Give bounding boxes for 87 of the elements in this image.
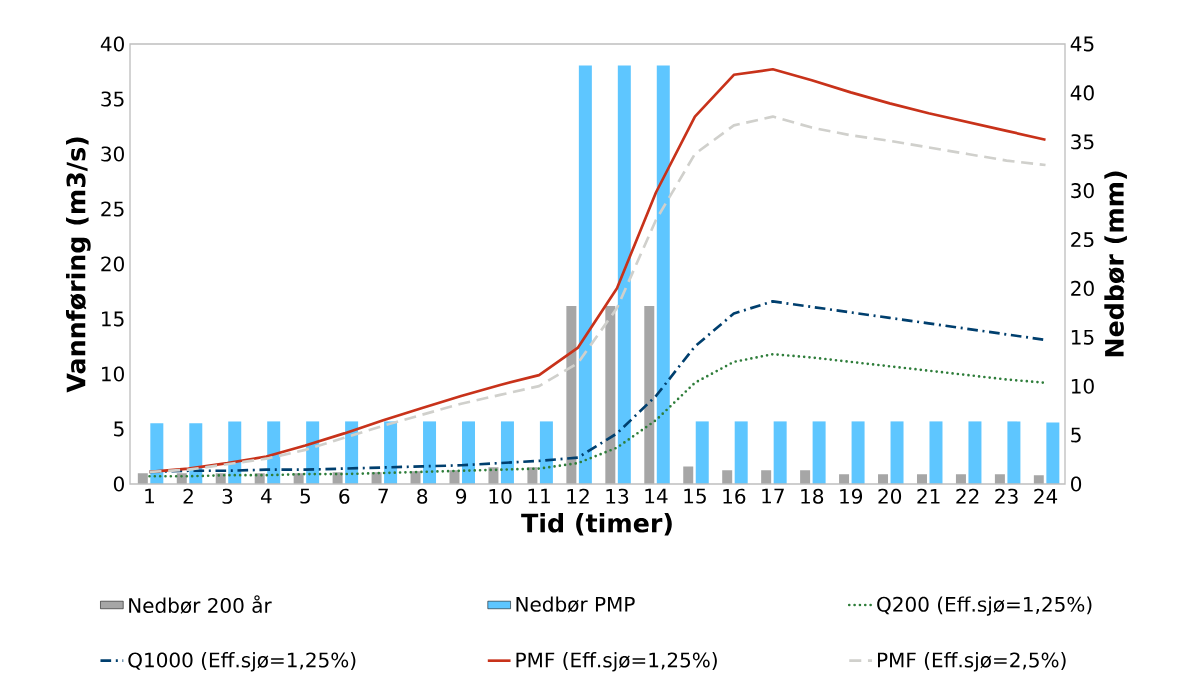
- bar: [656, 65, 670, 484]
- x-tick-label: 17: [762, 488, 784, 504]
- x-tick-label: 5: [300, 488, 310, 504]
- bar: [878, 474, 889, 484]
- y-tick-label: 35: [101, 91, 124, 107]
- y-tick-label: 5: [114, 421, 124, 437]
- bar: [1046, 422, 1060, 484]
- bar: [527, 467, 538, 484]
- bar: [228, 421, 242, 484]
- x-tick-label: 14: [645, 488, 668, 504]
- legend-label: Nedbør 200 år: [129, 595, 272, 614]
- y-tick-label: 0: [113, 476, 124, 492]
- y2-tick-label: 10: [1071, 378, 1094, 394]
- bar: [839, 474, 850, 484]
- x-tick-label: 15: [684, 488, 706, 504]
- bar: [384, 421, 398, 484]
- x-tick-label: 22: [956, 488, 979, 504]
- bar: [539, 421, 553, 484]
- bar: [773, 421, 787, 484]
- x-tick-label: 8: [417, 488, 428, 504]
- bar: [578, 65, 592, 484]
- y-tick-label: 25: [101, 201, 124, 217]
- y2-tick-label: 15: [1071, 329, 1094, 345]
- x-tick-label: 19: [840, 488, 863, 504]
- x-tick-label: 12: [567, 488, 589, 504]
- bar: [137, 473, 148, 484]
- bar: [488, 467, 499, 484]
- bar: [916, 474, 927, 484]
- bar: [150, 423, 164, 484]
- y2-tick-label: 35: [1071, 134, 1094, 150]
- bar: [761, 470, 772, 484]
- bar: [695, 421, 709, 484]
- bar: [890, 421, 904, 484]
- legend-label: Q200 (Eff.sjø=1,25%): [877, 596, 1092, 616]
- y-tick-label: 40: [100, 36, 124, 52]
- x-tick-label: 24: [1034, 488, 1058, 504]
- x-tick-label: 20: [878, 488, 902, 504]
- bar: [461, 421, 475, 484]
- bar: [968, 421, 982, 484]
- bar: [500, 421, 514, 484]
- bar: [994, 474, 1005, 484]
- bar: [734, 421, 748, 484]
- y2-tick-label: 20: [1071, 280, 1094, 297]
- x-tick-label: 11: [528, 488, 550, 504]
- bar: [929, 421, 943, 484]
- legend-label: Nedbør PMP: [516, 596, 635, 613]
- x-tick-label: 13: [606, 488, 629, 504]
- y2-tick-label: 0: [1071, 476, 1082, 492]
- legend-label: Q1000 (Eff.sjø=1,25%): [128, 652, 356, 672]
- x-axis-title: Tid (timer): [521, 512, 672, 536]
- bar: [617, 65, 631, 484]
- y-tick-label: 10: [102, 366, 124, 382]
- y2-axis-title: Nedbør (mm): [1104, 171, 1127, 357]
- y2-tick-label: 45: [1070, 36, 1094, 52]
- legend-label: PMF (Eff.sjø=1,25%): [516, 652, 717, 672]
- y2-tick-label: 30: [1071, 183, 1094, 199]
- x-tick-label: 1: [145, 488, 154, 504]
- bar: [683, 466, 694, 484]
- bar: [1007, 421, 1021, 484]
- x-tick-label: 18: [801, 488, 824, 504]
- y-tick-label: 30: [101, 146, 124, 162]
- bar: [644, 306, 655, 484]
- bar: [812, 421, 826, 484]
- bar: [722, 470, 733, 484]
- bar: [566, 306, 577, 484]
- x-tick-label: 23: [995, 488, 1018, 504]
- x-tick-label: 16: [723, 488, 746, 504]
- x-tick-label: 6: [339, 488, 350, 504]
- x-tick-label: 2: [183, 488, 193, 504]
- y2-tick-label: 40: [1070, 85, 1094, 101]
- x-tick-label: 4: [260, 488, 272, 504]
- x-tick-label: 21: [917, 488, 940, 504]
- y-axis-title: Vannføring (m3/s): [65, 137, 91, 393]
- bar: [851, 421, 865, 484]
- x-tick-label: 10: [489, 488, 512, 504]
- bar: [955, 474, 966, 484]
- bar: [605, 306, 616, 484]
- bar: [423, 421, 437, 484]
- bar: [800, 470, 811, 484]
- y2-tick-label: 5: [1071, 427, 1081, 443]
- legend-label: PMF (Eff.sjø=2,5%): [878, 652, 1066, 672]
- x-tick-label: 9: [456, 488, 467, 504]
- x-tick-label: 7: [378, 488, 388, 504]
- y-tick-label: 20: [101, 256, 124, 272]
- y-tick-label: 15: [102, 311, 124, 327]
- y2-tick-label: 25: [1071, 231, 1094, 248]
- x-tick-label: 3: [222, 488, 233, 504]
